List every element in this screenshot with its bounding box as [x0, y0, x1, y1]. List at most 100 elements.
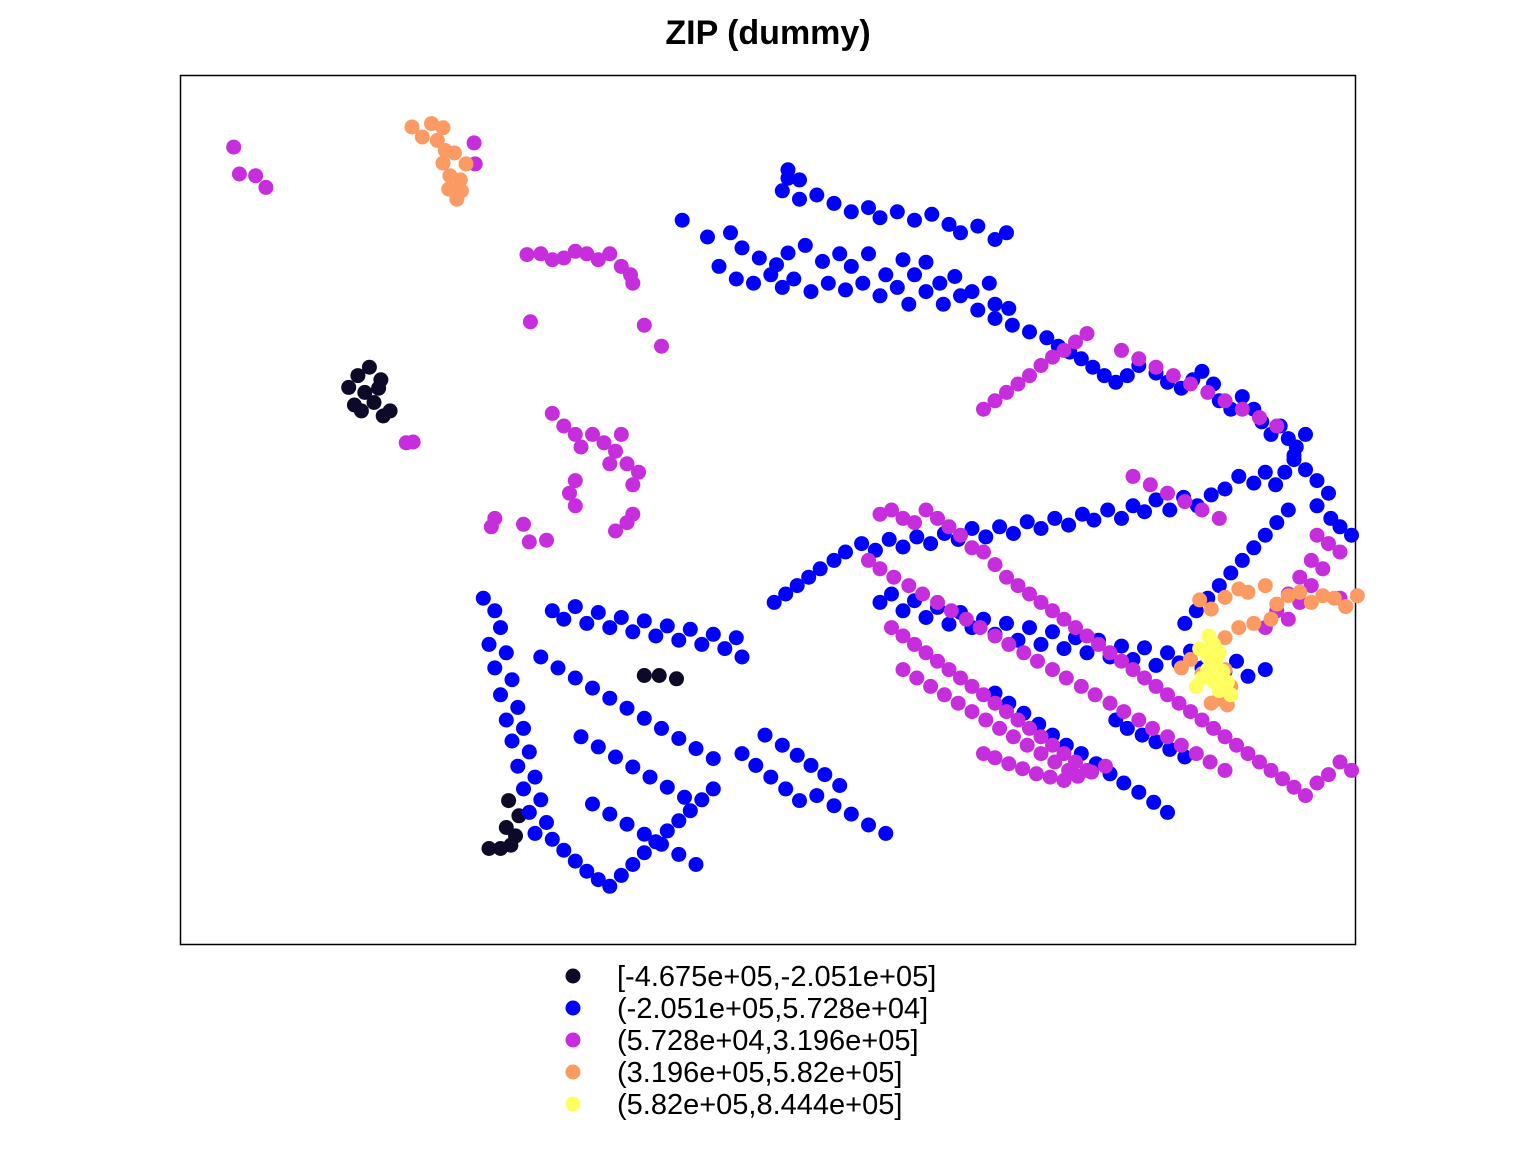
data-point — [625, 477, 641, 493]
data-point — [757, 727, 773, 743]
data-point — [671, 632, 687, 648]
data-point — [832, 246, 848, 262]
data-point — [941, 662, 957, 678]
data-point — [636, 613, 652, 629]
data-point — [688, 857, 704, 872]
data-point — [1217, 729, 1233, 745]
data-point — [1033, 521, 1049, 536]
data-point — [826, 552, 842, 568]
data-point — [1073, 678, 1089, 694]
data-point — [734, 649, 750, 665]
data-point — [1192, 592, 1208, 608]
data-point — [700, 229, 715, 245]
data-point — [1160, 687, 1175, 703]
data-point — [1004, 317, 1020, 333]
data-point — [1211, 510, 1227, 526]
data-point — [688, 741, 704, 757]
data-point — [493, 687, 508, 703]
data-point — [504, 672, 520, 688]
data-point — [1298, 788, 1313, 804]
data-point — [353, 403, 369, 419]
points-layer — [226, 116, 1365, 894]
data-point — [895, 539, 911, 555]
data-point — [636, 845, 652, 861]
data-point — [493, 620, 508, 636]
data-point — [1137, 640, 1152, 656]
data-point — [923, 678, 939, 694]
data-point — [567, 599, 583, 615]
data-point — [987, 557, 1003, 573]
data-point — [832, 778, 848, 793]
legend-label: (5.82e+05,8.444e+05] — [617, 1089, 902, 1121]
data-point — [1211, 645, 1227, 661]
data-point — [1162, 741, 1178, 757]
data-point — [843, 258, 859, 274]
data-point — [613, 610, 629, 625]
data-point — [1114, 638, 1129, 654]
data-point — [884, 620, 899, 636]
data-point — [1047, 510, 1063, 526]
legend-marker — [565, 1000, 581, 1016]
data-point — [1061, 517, 1077, 533]
data-point — [1315, 588, 1331, 604]
data-point — [1246, 475, 1262, 491]
data-point — [1177, 494, 1193, 510]
data-point — [1280, 502, 1296, 518]
series-2 — [475, 162, 1359, 894]
data-point — [1321, 485, 1336, 501]
data-point — [1211, 578, 1227, 594]
data-point — [654, 836, 669, 852]
data-point — [1019, 514, 1035, 530]
chart-title: ZIP (dummy) — [665, 14, 870, 52]
data-point — [544, 603, 560, 619]
data-point — [1309, 527, 1325, 543]
data-point — [999, 384, 1014, 400]
data-point — [435, 120, 451, 136]
legend-marker — [565, 1032, 581, 1048]
data-point — [941, 519, 957, 535]
data-point — [705, 626, 721, 642]
data-point — [1001, 636, 1017, 652]
data-point — [918, 254, 934, 270]
data-point — [907, 636, 922, 652]
data-point — [522, 314, 538, 330]
legend-item: (-2.051e+05,5.728e+04] — [565, 993, 928, 1025]
data-point — [573, 729, 589, 745]
data-point — [895, 603, 911, 619]
data-point — [466, 135, 482, 151]
data-point — [682, 621, 698, 637]
data-point — [1192, 641, 1208, 657]
data-point — [1298, 426, 1313, 442]
data-point — [341, 379, 357, 395]
data-point — [1084, 764, 1100, 780]
data-point — [907, 515, 922, 531]
data-point — [1022, 368, 1037, 384]
data-point — [1240, 746, 1256, 762]
data-point — [872, 561, 888, 577]
data-point — [1068, 620, 1083, 636]
data-point — [820, 275, 836, 291]
data-point — [1039, 330, 1055, 346]
data-point — [978, 529, 994, 545]
data-point — [970, 218, 986, 234]
data-point — [918, 610, 934, 625]
data-point — [659, 618, 675, 634]
data-point — [861, 246, 876, 262]
data-point — [1332, 754, 1348, 770]
data-point — [1125, 468, 1141, 484]
data-point — [1246, 540, 1262, 556]
data-point — [585, 796, 600, 812]
data-point — [728, 271, 744, 287]
data-point — [1171, 695, 1187, 711]
data-point — [907, 212, 922, 228]
data-point — [1349, 588, 1365, 604]
data-point — [1263, 611, 1279, 627]
data-point — [1240, 668, 1256, 684]
data-point — [923, 536, 939, 552]
legend-marker — [565, 1096, 581, 1112]
data-point — [972, 620, 988, 636]
data-point — [669, 671, 684, 687]
data-point — [1280, 588, 1296, 604]
data-point — [636, 826, 652, 842]
data-point — [763, 769, 779, 785]
